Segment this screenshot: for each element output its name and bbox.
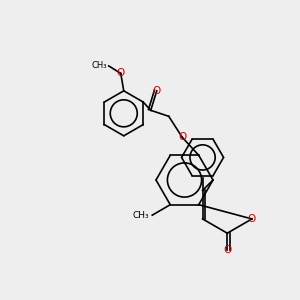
- Text: O: O: [178, 132, 186, 142]
- Text: O: O: [223, 245, 231, 255]
- Text: CH₃: CH₃: [92, 61, 107, 70]
- Text: O: O: [248, 214, 256, 224]
- Text: O: O: [153, 86, 161, 96]
- Text: CH₃: CH₃: [132, 211, 148, 220]
- Text: O: O: [117, 68, 125, 78]
